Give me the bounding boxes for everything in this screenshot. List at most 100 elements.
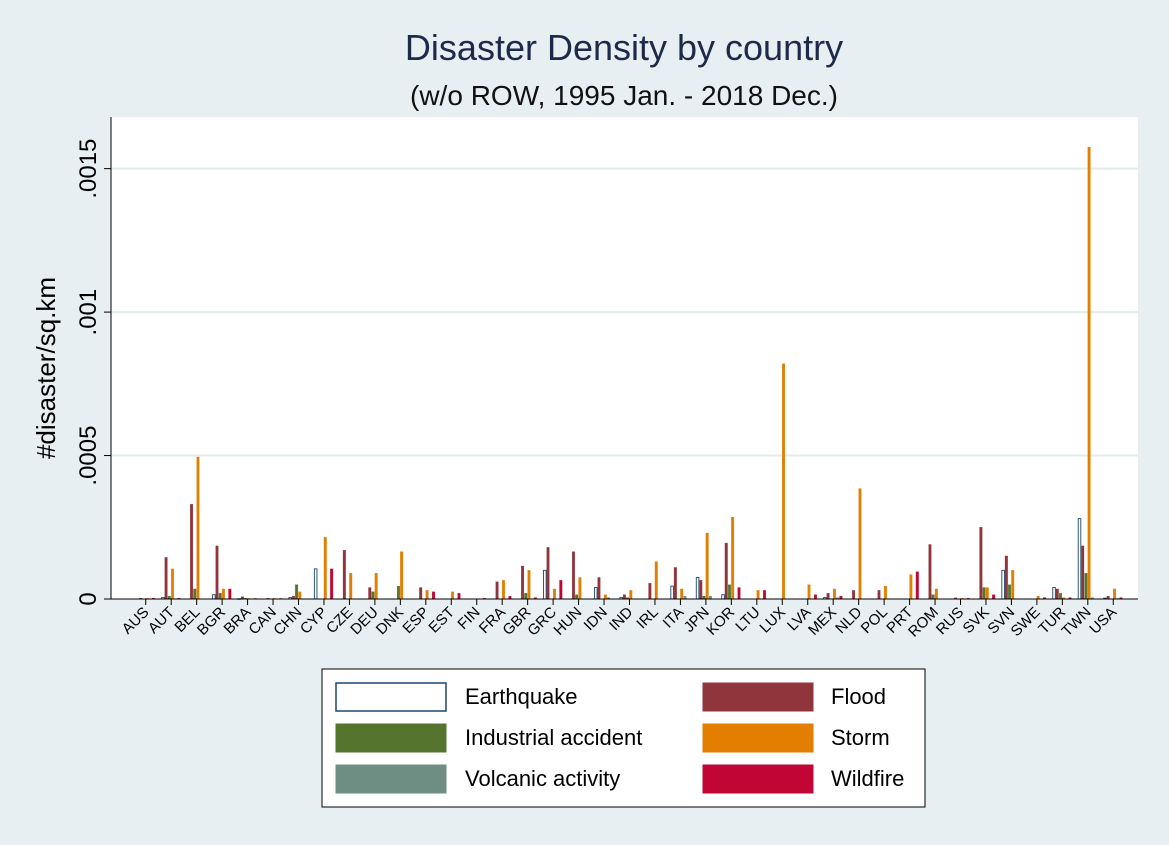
bar-earthquake	[313, 568, 318, 600]
bar-storm	[552, 588, 556, 600]
bar-flood	[495, 581, 499, 600]
bar-flood	[368, 587, 372, 600]
legend-swatch-volcanic-activity	[335, 764, 447, 794]
legend-label: Storm	[831, 725, 890, 750]
legend-swatch-wildfire	[702, 764, 814, 794]
bar-flood	[572, 551, 575, 600]
bar-storm	[527, 570, 531, 600]
bar-wildfire	[457, 593, 461, 600]
bar-earthquake	[212, 594, 216, 600]
bar-flood	[826, 593, 830, 600]
bar-industrial-accident	[193, 588, 197, 600]
bar-flood	[1055, 588, 1059, 600]
bar-storm	[909, 574, 913, 600]
bar-storm	[171, 568, 174, 600]
y-ticks: 0 .0005 .001 .0015	[75, 139, 111, 606]
bar-industrial-accident	[575, 594, 579, 600]
bar-wildfire	[915, 571, 919, 600]
bar-storm	[451, 591, 455, 600]
bar-storm	[374, 573, 378, 600]
bar-earthquake	[1001, 569, 1005, 600]
bar-industrial-accident	[1008, 584, 1011, 600]
bar-flood	[979, 527, 983, 600]
bar-flood	[928, 544, 932, 600]
legend-swatch-industrial-accident	[335, 723, 447, 753]
bar-wildfire	[763, 590, 766, 600]
bar-flood	[546, 547, 550, 600]
legend-label: Earthquake	[465, 684, 578, 709]
bar-earthquake	[543, 569, 547, 600]
bar-storm	[934, 588, 938, 600]
bar-storm	[782, 363, 786, 600]
bar-flood	[1004, 555, 1008, 600]
bar-industrial-accident	[931, 594, 935, 600]
y-tick-label: 0	[75, 592, 102, 605]
bar-flood	[699, 580, 703, 600]
legend-label: Volcanic activity	[465, 766, 620, 791]
bar-flood	[1081, 545, 1085, 600]
bar-storm	[833, 588, 836, 600]
bar-storm	[654, 561, 658, 600]
bar-industrial-accident	[982, 587, 986, 600]
chart-subtitle: (w/o ROW, 1995 Jan. - 2018 Dec.)	[410, 80, 838, 111]
bar-storm	[502, 580, 505, 600]
bar-wildfire	[559, 580, 563, 600]
bar-storm	[756, 590, 760, 600]
bar-flood	[673, 567, 677, 600]
bar-storm	[807, 584, 811, 600]
plot-area	[111, 117, 1138, 599]
bar-flood	[648, 583, 652, 600]
bar-flood	[622, 594, 626, 600]
y-tick-label: .001	[75, 289, 102, 336]
bar-industrial-accident	[524, 593, 528, 600]
bar-flood	[164, 557, 168, 600]
bar-flood	[852, 590, 856, 600]
bar-earthquake	[670, 585, 674, 600]
bar-storm	[298, 591, 302, 600]
bar-storm	[680, 588, 684, 600]
bar-storm	[629, 590, 633, 600]
bar-storm	[578, 577, 582, 600]
y-axis-label: #disaster/sq.km	[31, 277, 61, 459]
bar-storm	[858, 488, 862, 600]
legend-label: Wildfire	[831, 766, 904, 791]
bar-wildfire	[813, 594, 817, 600]
bar-flood	[215, 545, 219, 600]
bar-storm	[425, 590, 429, 600]
bar-earthquake	[1077, 518, 1082, 600]
bar-flood	[724, 542, 728, 600]
bar-flood	[342, 550, 346, 600]
bar-flood	[521, 565, 525, 600]
bar-flood	[419, 587, 423, 600]
bar-industrial-accident	[295, 584, 299, 600]
bar-flood	[597, 577, 601, 600]
legend-label: Flood	[831, 684, 886, 709]
bar-earthquake	[593, 587, 598, 600]
bar-storm	[883, 585, 887, 600]
bar-flood	[877, 590, 881, 600]
bar-storm	[603, 594, 607, 600]
legend-swatch-flood	[702, 682, 814, 712]
bar-industrial-accident	[727, 584, 731, 600]
bar-wildfire	[228, 588, 232, 600]
bar-storm	[985, 587, 989, 600]
bar-storm	[349, 573, 353, 600]
y-tick-label: .0015	[75, 139, 102, 199]
bar-wildfire	[330, 568, 334, 600]
bar-flood	[190, 504, 194, 600]
bar-industrial-accident	[1084, 573, 1088, 600]
legend: Earthquake Flood Industrial accident Storm V…	[321, 668, 926, 808]
bar-wildfire	[737, 587, 741, 600]
legend-swatch-earthquake	[335, 682, 447, 712]
bar-storm	[1011, 570, 1015, 600]
bar-wildfire	[432, 591, 435, 600]
bar-industrial-accident	[1058, 593, 1062, 600]
bar-earthquake	[721, 594, 725, 600]
y-tick-label: .0005	[75, 426, 102, 486]
legend-label: Industrial accident	[465, 725, 642, 750]
bar-storm	[323, 537, 327, 600]
bar-industrial-accident	[218, 593, 222, 600]
legend-swatch-storm	[702, 723, 814, 753]
chart-title: Disaster Density by country	[405, 27, 843, 68]
